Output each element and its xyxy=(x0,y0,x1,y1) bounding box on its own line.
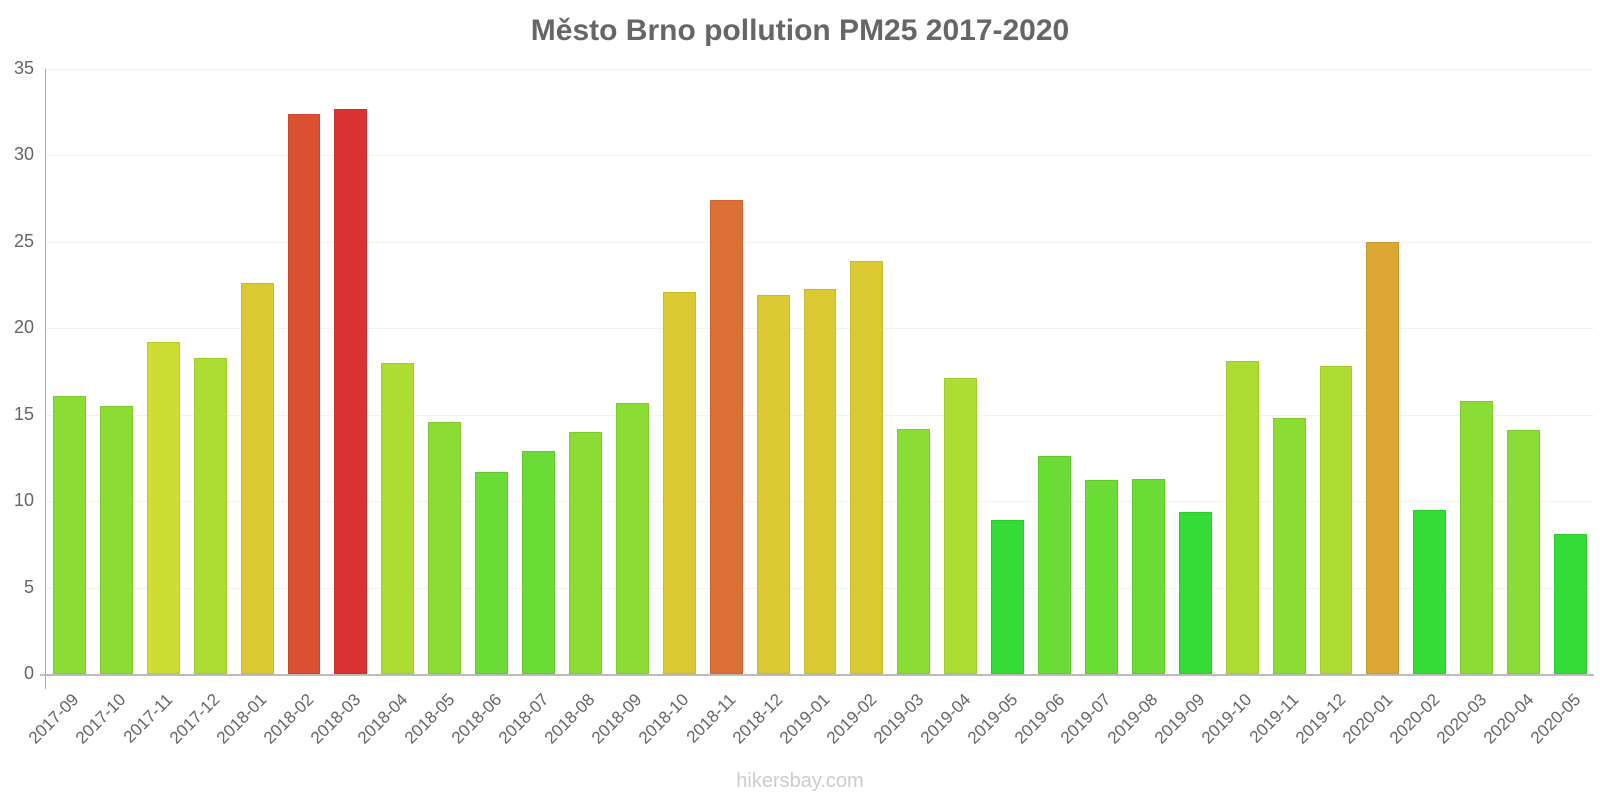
bar-2020-02[interactable] xyxy=(1413,509,1447,674)
bar-2019-05[interactable] xyxy=(991,520,1025,674)
bar-2018-08[interactable] xyxy=(569,432,602,674)
bar-2017-11[interactable] xyxy=(146,342,180,674)
bar-2017-12[interactable] xyxy=(193,357,227,674)
bar-2019-02[interactable] xyxy=(850,260,884,674)
y-tick-label: 5 xyxy=(23,576,34,597)
bar-2019-04[interactable] xyxy=(944,378,978,674)
bar-2019-10[interactable] xyxy=(1225,361,1259,674)
bar-2018-01[interactable] xyxy=(240,283,274,674)
bar-2018-03[interactable] xyxy=(334,108,368,674)
bar-2019-03[interactable] xyxy=(897,428,931,674)
y-tick-label: 25 xyxy=(13,230,34,251)
x-axis-line xyxy=(40,674,1594,676)
bar-2017-09[interactable] xyxy=(53,395,86,674)
watermark: hikersbay.com xyxy=(736,770,864,792)
bar-2018-07[interactable] xyxy=(522,451,555,674)
bar-2018-04[interactable] xyxy=(381,362,415,674)
bar-2018-12[interactable] xyxy=(756,295,790,674)
y-tick-label: 20 xyxy=(13,317,34,338)
bar-2018-06[interactable] xyxy=(475,471,509,674)
y-tick-label: 35 xyxy=(13,58,34,78)
y-tick-label: 0 xyxy=(23,663,34,683)
bar-2018-05[interactable] xyxy=(428,421,462,674)
bar-2018-11[interactable] xyxy=(709,200,743,674)
gridline xyxy=(46,69,1594,70)
bar-2020-05[interactable] xyxy=(1554,534,1587,674)
y-tick-label: 30 xyxy=(13,144,34,165)
y-tick-label: 10 xyxy=(13,490,34,511)
bar-2020-04[interactable] xyxy=(1507,430,1541,674)
gridline xyxy=(46,155,1594,157)
bar-2018-10[interactable] xyxy=(662,292,696,674)
bar-2019-08[interactable] xyxy=(1131,478,1165,674)
bar-2019-12[interactable] xyxy=(1319,366,1353,674)
bar-2017-10[interactable] xyxy=(99,406,133,674)
bar-2019-01[interactable] xyxy=(803,288,837,674)
bar-2018-02[interactable] xyxy=(287,113,321,674)
bar-2019-09[interactable] xyxy=(1178,511,1212,674)
bar-2020-03[interactable] xyxy=(1460,400,1494,674)
plot-area xyxy=(46,69,1594,674)
bar-2019-11[interactable] xyxy=(1272,418,1306,674)
y-axis-line xyxy=(45,69,46,689)
bar-2019-06[interactable] xyxy=(1038,456,1071,674)
bar-2019-07[interactable] xyxy=(1085,480,1118,674)
bar-2018-09[interactable] xyxy=(615,402,649,674)
chart-title: Město Brno pollution PM25 2017-2020 xyxy=(530,14,1070,47)
gridline xyxy=(46,241,1594,243)
bar-2020-01[interactable] xyxy=(1366,241,1400,674)
y-tick-label: 15 xyxy=(13,403,34,424)
